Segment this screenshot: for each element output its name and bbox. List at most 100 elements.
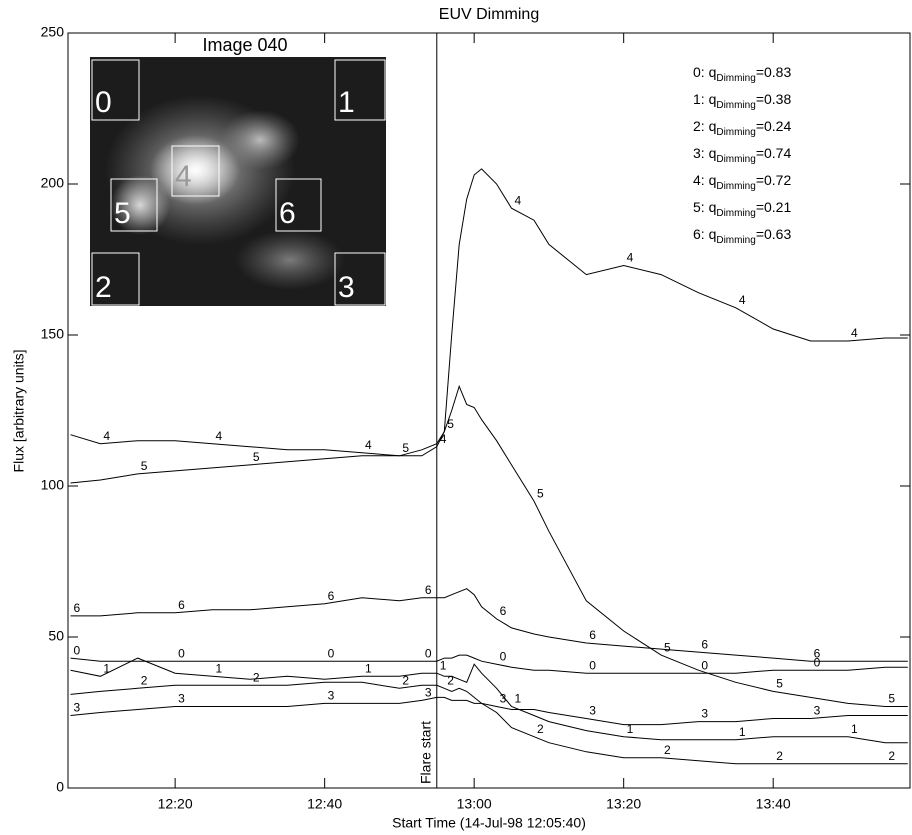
legend-sub: Dimming bbox=[716, 235, 755, 246]
series-line bbox=[70, 384, 908, 707]
legend-sub: Dimming bbox=[716, 127, 755, 138]
curve-label: 0 bbox=[500, 649, 507, 663]
curve-label: 4 bbox=[365, 438, 372, 452]
legend-prefix: 1: q bbox=[693, 91, 716, 107]
curve-label: 3 bbox=[589, 704, 596, 718]
legend-entry: 2: qDimming=0.24 bbox=[693, 118, 791, 138]
curve-label: 2 bbox=[447, 674, 454, 688]
y-tick-label: 200 bbox=[41, 175, 65, 191]
curve-label: 5 bbox=[537, 486, 544, 500]
inset-glow bbox=[110, 175, 170, 235]
curve-label: 1 bbox=[216, 661, 223, 675]
x-tick-label: 13:40 bbox=[756, 796, 791, 812]
legend-entry: 5: qDimming=0.21 bbox=[693, 199, 791, 219]
legend-sub: Dimming bbox=[716, 208, 755, 219]
legend-suffix: =0.38 bbox=[756, 91, 792, 107]
legend-sub: Dimming bbox=[716, 73, 755, 84]
legend-suffix: =0.83 bbox=[756, 64, 792, 80]
inset-image: Image 040 0 1 2 3 4 5 6 bbox=[90, 35, 386, 306]
curve-label: 0 bbox=[589, 658, 596, 672]
y-tick-label: 50 bbox=[48, 628, 64, 644]
curve-label: 0 bbox=[328, 646, 335, 660]
inset-glow bbox=[220, 110, 300, 170]
curve-label: 6 bbox=[589, 628, 596, 642]
x-tick-label: 12:40 bbox=[307, 796, 342, 812]
legend-prefix: 4: q bbox=[693, 172, 716, 188]
legend-suffix: =0.74 bbox=[756, 145, 792, 161]
legend-suffix: =0.24 bbox=[756, 118, 792, 134]
inset-title: Image 040 bbox=[202, 35, 287, 55]
inset-box-label: 6 bbox=[279, 197, 296, 230]
legend-suffix: =0.63 bbox=[756, 226, 792, 242]
series-line bbox=[70, 681, 908, 765]
curve-label: 6 bbox=[178, 598, 185, 612]
curve-label: 1 bbox=[103, 661, 110, 675]
y-tick-label: 150 bbox=[41, 326, 65, 342]
curve-label: 3 bbox=[701, 707, 708, 721]
curve-label: 5 bbox=[253, 450, 260, 464]
curve-label: 1 bbox=[440, 658, 447, 672]
inset-box-label: 4 bbox=[175, 160, 192, 193]
curve-label: 3 bbox=[328, 689, 335, 703]
curve-label: 0 bbox=[425, 646, 432, 660]
inset-box-label: 2 bbox=[95, 271, 112, 304]
curve-label: 4 bbox=[739, 293, 746, 307]
series-line bbox=[70, 168, 908, 457]
inset-box bbox=[91, 59, 140, 121]
x-tick-label: 12:20 bbox=[158, 796, 193, 812]
inset-box bbox=[91, 252, 140, 306]
flare-label: Flare start bbox=[417, 721, 433, 784]
curve-label: 4 bbox=[515, 193, 522, 207]
inset-box-label: 5 bbox=[114, 197, 131, 230]
chart-title: EUV Dimming bbox=[439, 6, 539, 23]
legend-entry: 6: qDimming=0.63 bbox=[693, 226, 791, 246]
curve-label: 2 bbox=[664, 743, 671, 757]
series-line bbox=[70, 696, 908, 726]
inset-box-label: 3 bbox=[338, 271, 355, 304]
y-tick-label: 250 bbox=[41, 24, 65, 40]
legend-sub: Dimming bbox=[716, 181, 755, 192]
curve-label: 0 bbox=[178, 646, 185, 660]
curve-label: 5 bbox=[402, 441, 409, 455]
inset-box bbox=[275, 178, 322, 232]
inset-box-label: 1 bbox=[338, 86, 355, 119]
curve-label: 3 bbox=[814, 704, 821, 718]
legend-prefix: 5: q bbox=[693, 199, 716, 215]
curve-label: 6 bbox=[701, 637, 708, 651]
curve-label: 1 bbox=[851, 722, 858, 736]
curve-label: 6 bbox=[500, 604, 507, 618]
inset-box-label: 0 bbox=[95, 86, 112, 119]
inset-box bbox=[110, 178, 158, 232]
x-axis-title: Start Time (14-Jul-98 12:05:40) bbox=[392, 815, 586, 831]
curve-label: 4 bbox=[103, 429, 110, 443]
curve-label: 4 bbox=[627, 251, 634, 265]
curve-label: 6 bbox=[328, 589, 335, 603]
inset-box bbox=[334, 59, 386, 121]
legend-entry: 4: qDimming=0.72 bbox=[693, 172, 791, 192]
curve-label: 3 bbox=[500, 692, 507, 706]
curve-label: 3 bbox=[425, 686, 432, 700]
inset-box bbox=[171, 145, 220, 197]
curve-label: 3 bbox=[73, 701, 80, 715]
legend-entry: 1: qDimming=0.38 bbox=[693, 91, 791, 111]
legend-prefix: 0: q bbox=[693, 64, 716, 80]
curve-label: 4 bbox=[851, 326, 858, 340]
curve-label: 2 bbox=[776, 749, 783, 763]
x-tick-label: 13:20 bbox=[606, 796, 641, 812]
curve-label: 5 bbox=[776, 677, 783, 691]
curve-label: 2 bbox=[253, 670, 260, 684]
inset-box bbox=[334, 252, 386, 306]
legend-suffix: =0.21 bbox=[756, 199, 792, 215]
curve-label: 2 bbox=[888, 749, 895, 763]
legend-prefix: 6: q bbox=[693, 226, 716, 242]
series-line bbox=[70, 588, 908, 662]
curve-label: 1 bbox=[365, 661, 372, 675]
legend-sub: Dimming bbox=[716, 154, 755, 165]
curve-label: 5 bbox=[664, 640, 671, 654]
curve-label: 1 bbox=[627, 722, 634, 736]
curve-label: 2 bbox=[537, 722, 544, 736]
series-line bbox=[70, 654, 908, 674]
curve-label: 0 bbox=[701, 658, 708, 672]
